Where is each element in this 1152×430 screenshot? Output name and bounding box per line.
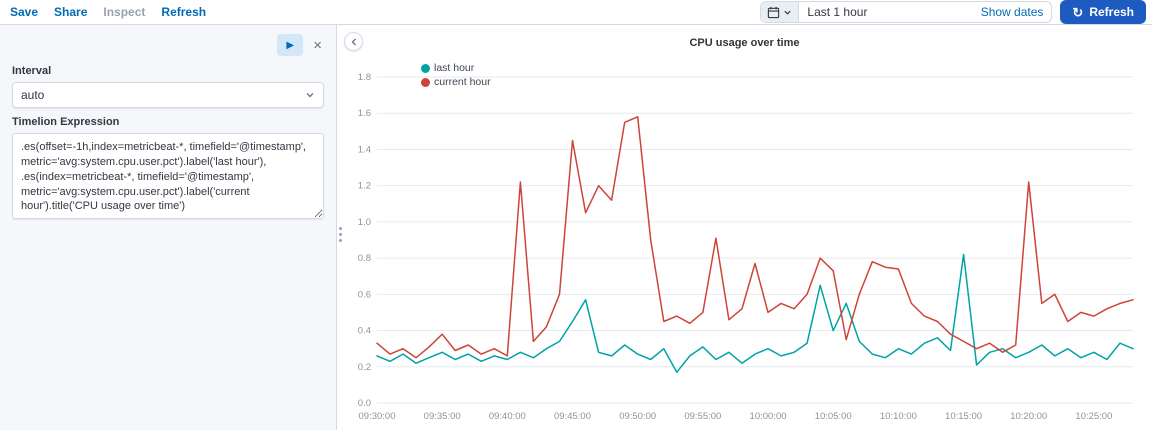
refresh-button-label: Refresh (1089, 5, 1134, 19)
play-icon: ▶ (286, 39, 295, 51)
svg-text:10:10:00: 10:10:00 (880, 411, 917, 422)
collapse-panel-button[interactable] (344, 32, 363, 51)
inspect-button[interactable]: Inspect (103, 5, 146, 19)
timelion-expression-input[interactable]: .es(offset=-1h,index=metricbeat-*, timef… (12, 133, 324, 219)
timelion-options-panel: ▶ × Interval auto Timelion Expression .e… (0, 25, 337, 430)
save-button[interactable]: Save (10, 5, 39, 19)
svg-text:10:25:00: 10:25:00 (1075, 411, 1112, 422)
close-panel-button[interactable]: × (311, 38, 324, 53)
svg-text:1.8: 1.8 (358, 72, 371, 83)
svg-text:0.8: 0.8 (358, 253, 371, 264)
svg-text:10:05:00: 10:05:00 (815, 411, 852, 422)
top-bar: Save Share Inspect Refresh Last 1 hour S… (0, 0, 1152, 25)
svg-text:0.0: 0.0 (358, 398, 371, 409)
chart-legend: last hour current hour (421, 61, 491, 89)
svg-text:1.0: 1.0 (358, 217, 371, 228)
main-content: ▶ × Interval auto Timelion Expression .e… (0, 25, 1152, 430)
calendar-icon (768, 6, 780, 18)
svg-text:0.2: 0.2 (358, 362, 371, 373)
svg-text:09:35:00: 09:35:00 (424, 411, 461, 422)
show-dates-button[interactable]: Show dates (973, 5, 1052, 19)
svg-text:09:45:00: 09:45:00 (554, 411, 591, 422)
share-button[interactable]: Share (54, 5, 88, 19)
apply-expression-button[interactable]: ▶ (277, 34, 304, 56)
svg-text:1.4: 1.4 (358, 144, 371, 155)
svg-text:09:40:00: 09:40:00 (489, 411, 526, 422)
panel-actions: ▶ × (12, 33, 324, 57)
svg-text:10:15:00: 10:15:00 (945, 411, 982, 422)
svg-text:1.6: 1.6 (358, 108, 371, 119)
svg-text:09:30:00: 09:30:00 (359, 411, 396, 422)
refresh-icon: ↻ (1072, 4, 1084, 20)
top-menu: Save Share Inspect Refresh (10, 5, 206, 19)
svg-text:0.4: 0.4 (358, 326, 371, 337)
cpu-usage-chart: 0.0 0.2 0.4 0.6 0.8 1.0 1.2 1.4 1.6 1.8 09:30:00 09… (358, 72, 1134, 422)
interval-value: auto (21, 88, 45, 102)
svg-text:0.6: 0.6 (358, 289, 371, 300)
svg-text:10:20:00: 10:20:00 (1010, 411, 1047, 422)
chart-panel: CPU usage over time last hour current hou… (337, 25, 1152, 430)
svg-text:10:00:00: 10:00:00 (750, 411, 787, 422)
chevron-left-icon (351, 38, 356, 45)
chevron-down-icon (784, 10, 792, 15)
expression-label: Timelion Expression (12, 116, 120, 128)
date-picker: Last 1 hour Show dates (760, 1, 1053, 23)
refresh-button[interactable]: ↻ Refresh (1060, 0, 1146, 24)
legend-item: current hour (421, 75, 491, 89)
chevron-down-icon (306, 93, 314, 98)
close-icon: × (313, 36, 322, 54)
panel-resize-handle[interactable] (336, 221, 344, 247)
interval-select[interactable]: auto (12, 82, 324, 108)
quick-select-button[interactable] (761, 2, 800, 22)
svg-text:1.2: 1.2 (358, 181, 371, 192)
svg-text:09:50:00: 09:50:00 (619, 411, 656, 422)
date-controls: Last 1 hour Show dates ↻ Refresh (760, 0, 1146, 24)
refresh-menu-button[interactable]: Refresh (161, 5, 207, 19)
legend-item: last hour (421, 61, 491, 75)
time-range-value[interactable]: Last 1 hour (799, 5, 972, 19)
svg-text:09:55:00: 09:55:00 (684, 411, 721, 422)
interval-label: Interval (12, 65, 52, 77)
chart-title: CPU usage over time (689, 37, 800, 49)
